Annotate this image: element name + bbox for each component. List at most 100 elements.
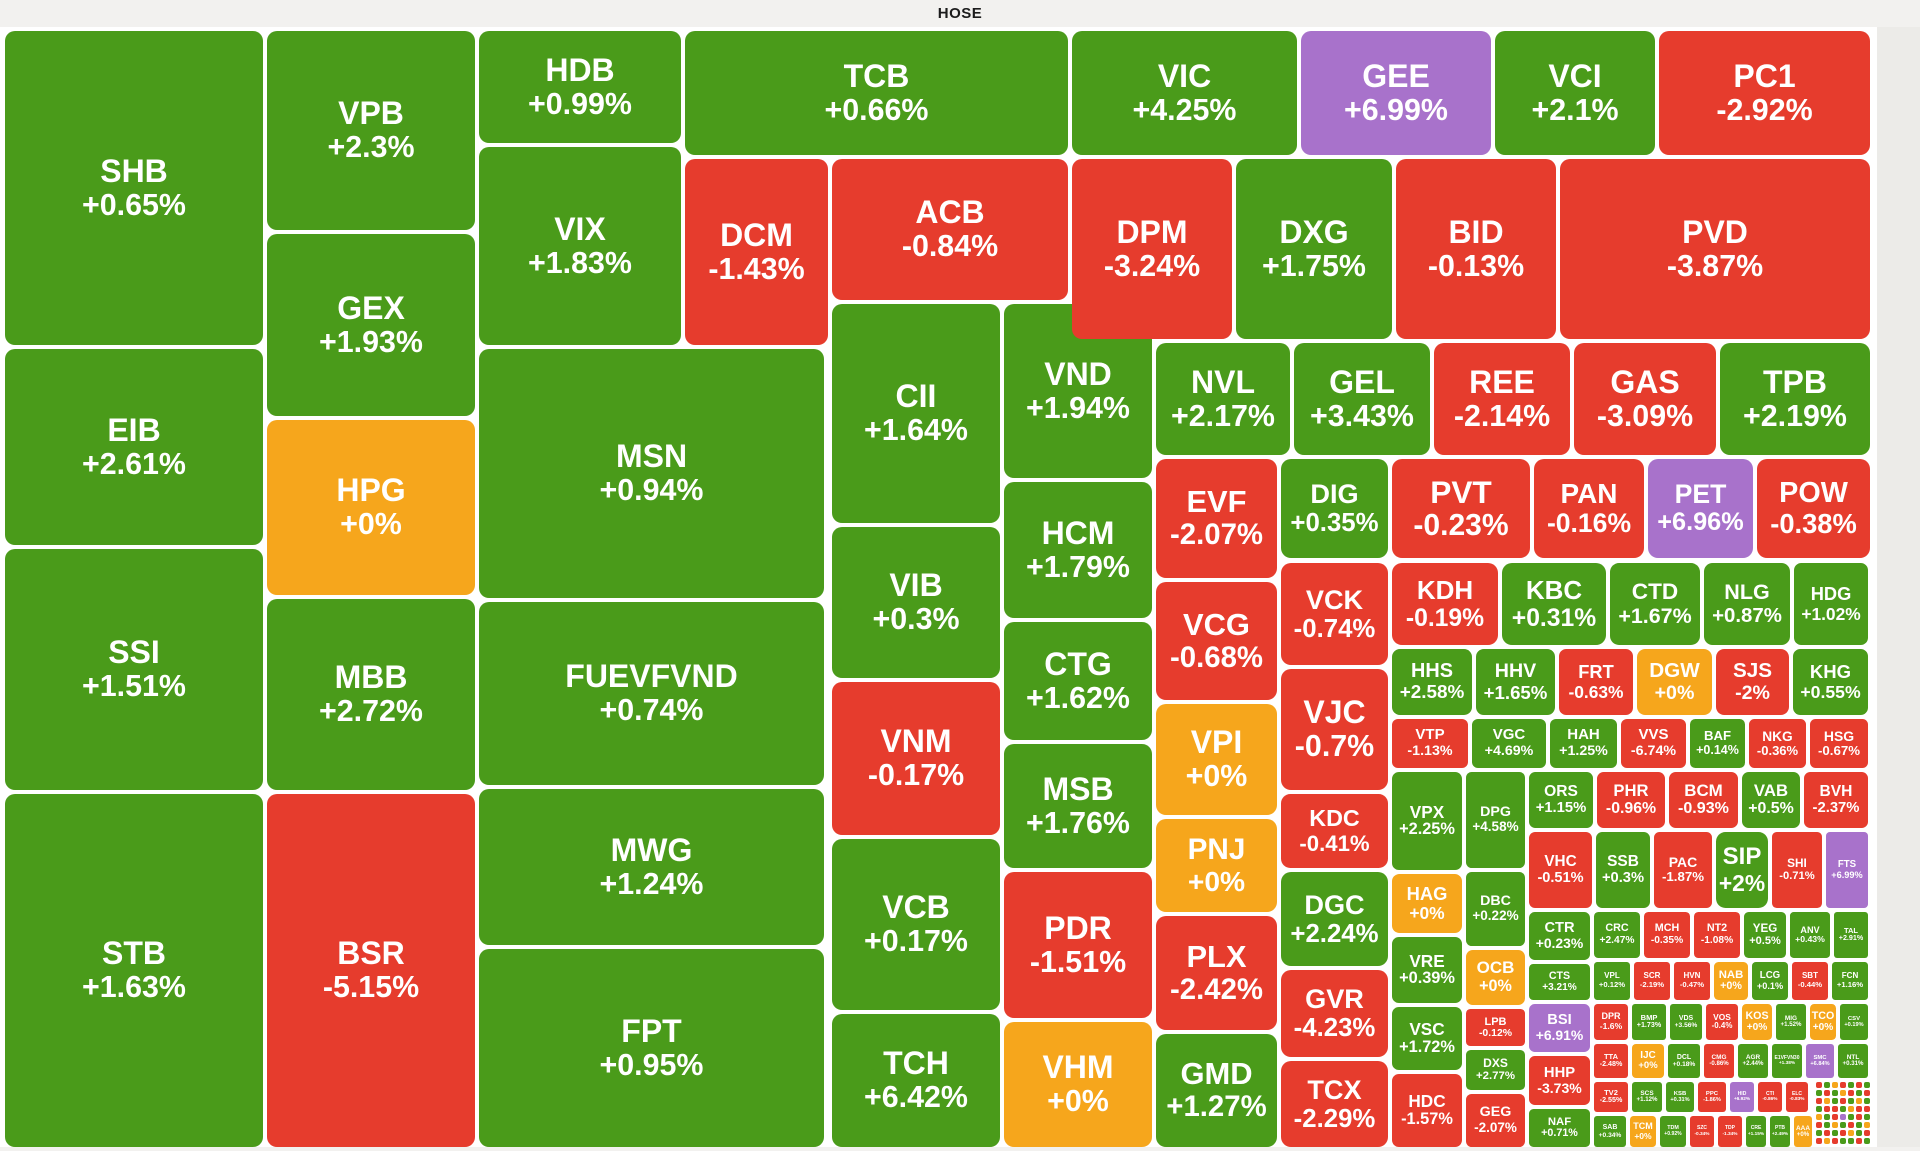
tile-KOS[interactable]: KOS +0% <box>1742 1004 1772 1040</box>
tile-CTD[interactable]: CTD +1.67% <box>1610 563 1700 645</box>
micro-tile[interactable] <box>1816 1098 1822 1104</box>
micro-tile[interactable] <box>1824 1114 1830 1120</box>
tile-MSN[interactable]: MSN +0.94% <box>479 349 824 598</box>
tile-VIX[interactable]: VIX +1.83% <box>479 147 681 345</box>
micro-tile[interactable] <box>1840 1106 1846 1112</box>
tile-SJS[interactable]: SJS -2% <box>1716 649 1789 715</box>
tile-FPT[interactable]: FPT +0.95% <box>479 949 824 1147</box>
tile-NVL[interactable]: NVL +2.17% <box>1156 343 1290 455</box>
tile-VJC[interactable]: VJC -0.7% <box>1281 669 1388 790</box>
tile-NKG[interactable]: NKG -0.36% <box>1749 719 1806 768</box>
tile-PHR[interactable]: PHR -0.96% <box>1597 772 1665 828</box>
tile-MSB[interactable]: MSB +1.76% <box>1004 744 1152 868</box>
tile-PTB[interactable]: PTB +2.49% <box>1770 1116 1790 1147</box>
tile-FRT[interactable]: FRT -0.63% <box>1559 649 1633 715</box>
tile-IJC[interactable]: IJC +0% <box>1632 1044 1664 1078</box>
tile-PVT[interactable]: PVT -0.23% <box>1392 459 1530 558</box>
tile-HHS[interactable]: HHS +2.58% <box>1392 649 1472 715</box>
tile-CTS[interactable]: CTS +3.21% <box>1529 964 1590 1000</box>
tile-EIB[interactable]: EIB +2.61% <box>5 349 263 545</box>
micro-tile[interactable] <box>1832 1098 1838 1104</box>
tile-TPB[interactable]: TPB +2.19% <box>1720 343 1870 455</box>
micro-tile[interactable] <box>1832 1138 1838 1144</box>
tile-HPG[interactable]: HPG +0% <box>267 420 475 595</box>
tile-HVN[interactable]: HVN -0.47% <box>1674 962 1710 1000</box>
tile-TCM[interactable]: TCM +0% <box>1630 1116 1656 1147</box>
tile-LPB[interactable]: LPB -0.12% <box>1466 1009 1525 1046</box>
micro-tile[interactable] <box>1864 1090 1870 1096</box>
tile-ELC[interactable]: ELC -0.83% <box>1786 1082 1808 1112</box>
tile-NTL[interactable]: NTL +0.31% <box>1838 1044 1868 1078</box>
micro-tile[interactable] <box>1840 1114 1846 1120</box>
tile-SSI[interactable]: SSI +1.51% <box>5 549 263 790</box>
micro-tile[interactable] <box>1840 1122 1846 1128</box>
tile-TCB[interactable]: TCB +0.66% <box>685 31 1068 155</box>
micro-tile[interactable] <box>1816 1130 1822 1136</box>
tile-VNM[interactable]: VNM -0.17% <box>832 682 1000 835</box>
tile-CTR[interactable]: CTR +0.23% <box>1529 912 1590 960</box>
micro-tile[interactable] <box>1840 1130 1846 1136</box>
tile-KDH[interactable]: KDH -0.19% <box>1392 563 1498 645</box>
micro-tile[interactable] <box>1832 1106 1838 1112</box>
micro-tile[interactable] <box>1864 1122 1870 1128</box>
micro-tile[interactable] <box>1848 1122 1854 1128</box>
tile-GEE[interactable]: GEE +6.99% <box>1301 31 1491 155</box>
tile-PC1[interactable]: PC1 -2.92% <box>1659 31 1870 155</box>
micro-tile[interactable] <box>1832 1130 1838 1136</box>
micro-tile[interactable] <box>1848 1138 1854 1144</box>
tile-SHB[interactable]: SHB +0.65% <box>5 31 263 345</box>
micro-tile[interactable] <box>1856 1130 1862 1136</box>
micro-tile[interactable] <box>1864 1106 1870 1112</box>
micro-tile[interactable] <box>1824 1138 1830 1144</box>
tile-VCG[interactable]: VCG -0.68% <box>1156 582 1277 700</box>
micro-tile[interactable] <box>1824 1106 1830 1112</box>
tile-VAB[interactable]: VAB +0.5% <box>1742 772 1800 828</box>
micro-tile[interactable] <box>1816 1090 1822 1096</box>
tile-DPG[interactable]: DPG +4.58% <box>1466 772 1525 868</box>
micro-tile[interactable] <box>1848 1130 1854 1136</box>
tile-HID[interactable]: HID +6.92% <box>1730 1082 1754 1112</box>
micro-tile[interactable] <box>1848 1082 1854 1088</box>
tile-SHI[interactable]: SHI -0.71% <box>1772 832 1822 908</box>
micro-tile[interactable] <box>1840 1098 1846 1104</box>
tile-FCN[interactable]: FCN +1.16% <box>1832 962 1868 1000</box>
tile-BID[interactable]: BID -0.13% <box>1396 159 1556 339</box>
tile-CII[interactable]: CII +1.64% <box>832 304 1000 523</box>
tile-SCS[interactable]: SCS +1.12% <box>1632 1082 1662 1112</box>
tile-BMP[interactable]: BMP +1.73% <box>1632 1004 1666 1040</box>
tile-MCH[interactable]: MCH -0.35% <box>1644 912 1690 958</box>
tile-VTP[interactable]: VTP -1.13% <box>1392 719 1468 768</box>
tile-SSB[interactable]: SSB +0.3% <box>1596 832 1650 908</box>
micro-tile[interactable] <box>1816 1106 1822 1112</box>
tile-HDB[interactable]: HDB +0.99% <box>479 31 681 143</box>
tile-EVF[interactable]: EVF -2.07% <box>1156 459 1277 578</box>
tile-GEX[interactable]: GEX +1.93% <box>267 234 475 416</box>
tile-ACB[interactable]: ACB -0.84% <box>832 159 1068 300</box>
tile-VPI[interactable]: VPI +0% <box>1156 704 1277 815</box>
micro-tile[interactable] <box>1864 1114 1870 1120</box>
tile-VHC[interactable]: VHC -0.51% <box>1529 832 1592 908</box>
tile-KHG[interactable]: KHG +0.55% <box>1793 649 1868 715</box>
micro-tile[interactable] <box>1864 1138 1870 1144</box>
tile-YEG[interactable]: YEG +0.5% <box>1744 912 1786 958</box>
micro-tile[interactable] <box>1816 1114 1822 1120</box>
tile-HAG[interactable]: HAG +0% <box>1392 874 1462 933</box>
micro-tile[interactable] <box>1832 1082 1838 1088</box>
tile-SMC[interactable]: SMC +6.84% <box>1806 1044 1834 1078</box>
micro-tile[interactable] <box>1824 1098 1830 1104</box>
micro-tile[interactable] <box>1816 1138 1822 1144</box>
tile-VVS[interactable]: VVS -6.74% <box>1621 719 1686 768</box>
tile-TDM[interactable]: TDM +0.92% <box>1660 1116 1686 1147</box>
tile-OCB[interactable]: OCB +0% <box>1466 950 1525 1005</box>
tile-TCO[interactable]: TCO +0% <box>1810 1004 1836 1040</box>
tile-SAB[interactable]: SAB +0.34% <box>1594 1116 1626 1147</box>
tile-KDC[interactable]: KDC -0.41% <box>1281 794 1388 868</box>
tile-DXS[interactable]: DXS +2.77% <box>1466 1050 1525 1090</box>
micro-tile[interactable] <box>1856 1090 1862 1096</box>
tile-VSC[interactable]: VSC +1.72% <box>1392 1007 1462 1070</box>
tile-NAF[interactable]: NAF +0.71% <box>1529 1109 1590 1147</box>
tile-DGC[interactable]: DGC +2.24% <box>1281 872 1388 966</box>
tile-CRE[interactable]: CRE +1.15% <box>1746 1116 1766 1147</box>
tile-VCB[interactable]: VCB +0.17% <box>832 839 1000 1010</box>
tile-DPM[interactable]: DPM -3.24% <box>1072 159 1232 339</box>
